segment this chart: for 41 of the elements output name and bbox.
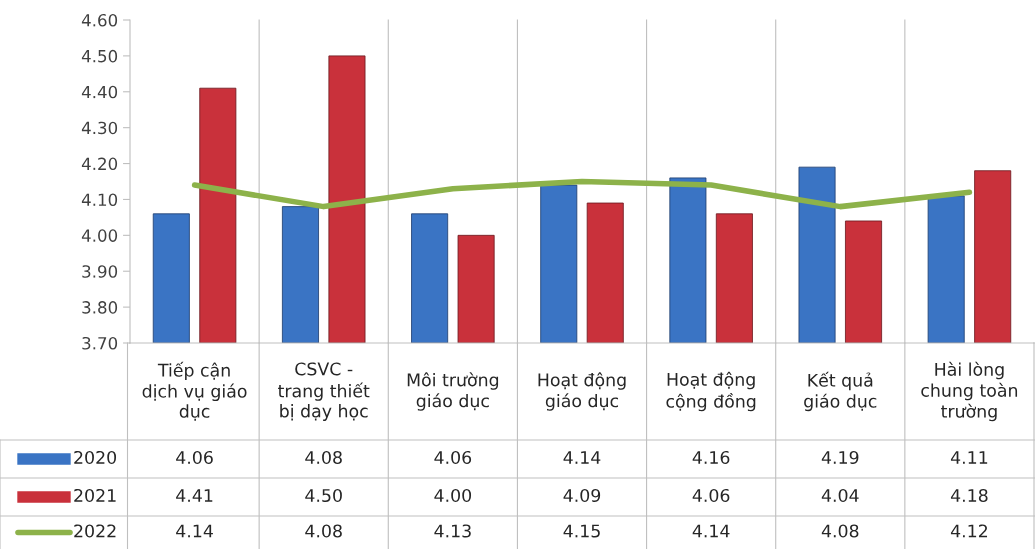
data-label: 4.08 [821, 524, 859, 538]
legend-label: 2020 [74, 450, 117, 465]
data-label: 4.12 [950, 524, 988, 538]
x-tick-label: Hoạt động cộng đồng [666, 371, 756, 412]
y-tick-label: 4.60 [81, 13, 118, 27]
x-tick-label: Tiếp cận dịch vụ giáo dục [142, 361, 247, 421]
legend-label: 2021 [74, 488, 116, 503]
data-label: 4.06 [434, 450, 472, 465]
y-tick-label: 3.90 [82, 265, 118, 278]
data-label: 4.04 [821, 488, 859, 503]
x-tick-label: Môi trường giáo dục [407, 372, 499, 411]
data-label: 4.14 [692, 524, 730, 538]
x-tick-label: Hoạt động giáo dục [538, 372, 626, 411]
data-label: 4.08 [305, 524, 342, 538]
y-tick-label: 3.80 [82, 301, 118, 314]
data-label: 4.11 [950, 451, 988, 464]
data-label: 4.41 [176, 489, 213, 502]
data-label: 4.14 [176, 524, 213, 538]
x-tick-label: Hài lòng chung toàn trường [921, 361, 1018, 422]
data-label: 4.08 [305, 450, 342, 465]
data-label: 4.15 [563, 524, 600, 538]
data-label: 4.00 [434, 488, 472, 503]
legend-label: 2022 [74, 524, 116, 538]
y-tick-label: 4.50 [81, 49, 118, 63]
y-tick-label: 4.40 [81, 85, 118, 99]
x-tick-label: CSVC - trang thiết bị dạy học [278, 362, 370, 421]
data-label: 4.06 [176, 450, 213, 465]
data-label: 4.06 [692, 488, 730, 503]
y-tick-label: 3.70 [82, 336, 118, 350]
y-tick-label: 4.00 [81, 229, 118, 242]
data-label: 4.13 [434, 524, 471, 538]
data-label: 4.18 [950, 488, 988, 503]
data-label: 4.14 [563, 451, 601, 464]
x-tick-label: Kết quả giáo dục [804, 371, 877, 412]
y-tick-label: 4.30 [81, 121, 118, 135]
data-label: 4.50 [305, 488, 342, 503]
data-label: 4.16 [692, 450, 730, 465]
y-tick-label: 4.10 [81, 193, 118, 207]
data-label: 4.09 [563, 488, 601, 503]
y-tick-label: 4.20 [81, 157, 118, 171]
data-label: 4.19 [821, 450, 859, 465]
